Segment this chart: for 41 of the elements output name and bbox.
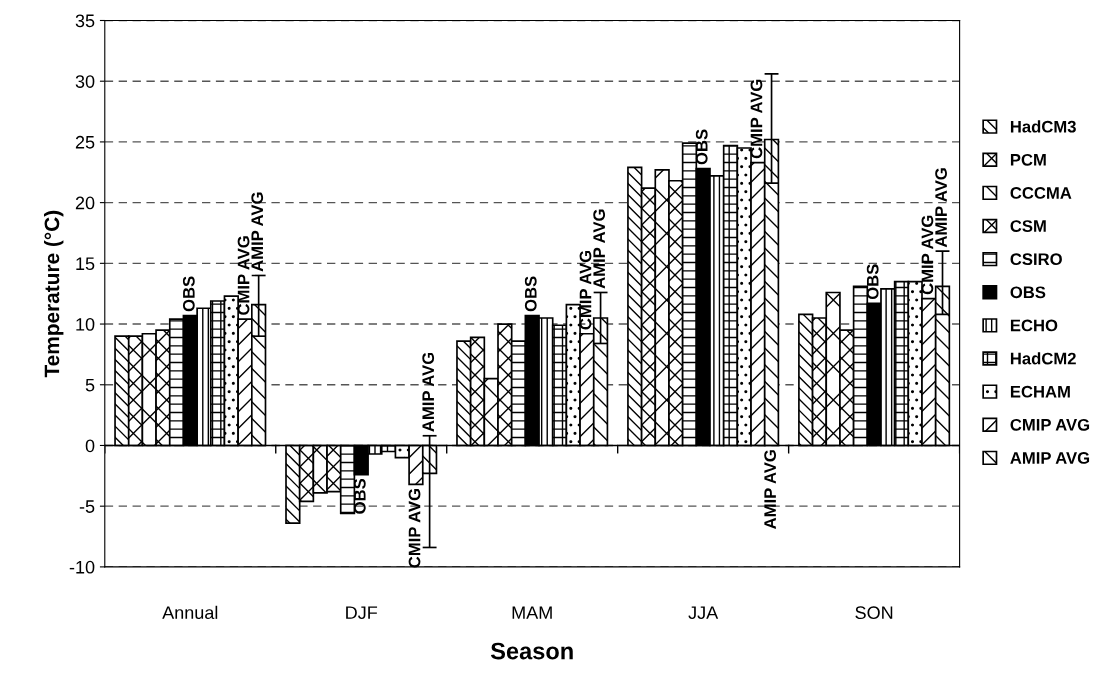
legend-label: ECHO bbox=[1010, 319, 1058, 332]
y-axis-title: Temperature (°C) bbox=[43, 210, 64, 378]
legend-label: CMIP AVG bbox=[1010, 418, 1090, 431]
legend-label: OBS bbox=[1010, 286, 1046, 299]
x-tick-label: JJA bbox=[688, 606, 719, 620]
x-tick-label: MAM bbox=[512, 606, 552, 619]
y-tick-label: -5 bbox=[79, 500, 95, 513]
annotation: CMIP AVG bbox=[750, 79, 763, 159]
y-tick-label: 0 bbox=[85, 439, 95, 453]
annotation: AMIP AVG bbox=[593, 209, 606, 289]
annotation: CMIP AVG bbox=[579, 250, 592, 330]
y-tick-label: 30 bbox=[75, 75, 95, 88]
x-axis-title: Season bbox=[490, 642, 573, 660]
y-tick-label: 20 bbox=[75, 196, 95, 210]
legend-label: CCCMA bbox=[1010, 187, 1072, 199]
y-tick-label: 10 bbox=[76, 317, 95, 331]
legend-label: CSIRO bbox=[1010, 253, 1062, 266]
y-tick-label: -10 bbox=[69, 560, 95, 574]
annotation: AMIP AVG bbox=[935, 168, 947, 248]
annotation: AMIP AVG bbox=[764, 450, 777, 529]
annotation: AMIP AVG bbox=[251, 192, 264, 272]
legend-label: PCM bbox=[1010, 153, 1046, 166]
annotation: CMIP AVG bbox=[408, 489, 421, 568]
y-tick-label: 5 bbox=[85, 378, 95, 392]
y-tick-label: 35 bbox=[75, 14, 95, 28]
annotation: OBS bbox=[866, 264, 879, 300]
legend-label: CSM bbox=[1010, 220, 1046, 232]
annotation: CMIP AVG bbox=[921, 215, 934, 295]
annotation: OBS bbox=[524, 276, 537, 312]
legend-label: HadCM2 bbox=[1010, 352, 1076, 365]
x-tick-label: SON bbox=[855, 606, 893, 620]
y-tick-label: 15 bbox=[76, 257, 95, 271]
y-tick-label: 25 bbox=[75, 135, 95, 149]
legend-label: ECHAM bbox=[1010, 385, 1070, 398]
annotation: OBS bbox=[182, 276, 195, 312]
legend-label: AMIP AVG bbox=[1010, 452, 1090, 464]
legend-label: HadCM3 bbox=[1010, 120, 1076, 133]
annotation: AMIP AVG bbox=[422, 352, 435, 432]
x-tick-label: Annual bbox=[162, 605, 218, 620]
x-tick-label: DJF bbox=[346, 606, 378, 620]
annotation: CMIP AVG bbox=[237, 236, 250, 315]
